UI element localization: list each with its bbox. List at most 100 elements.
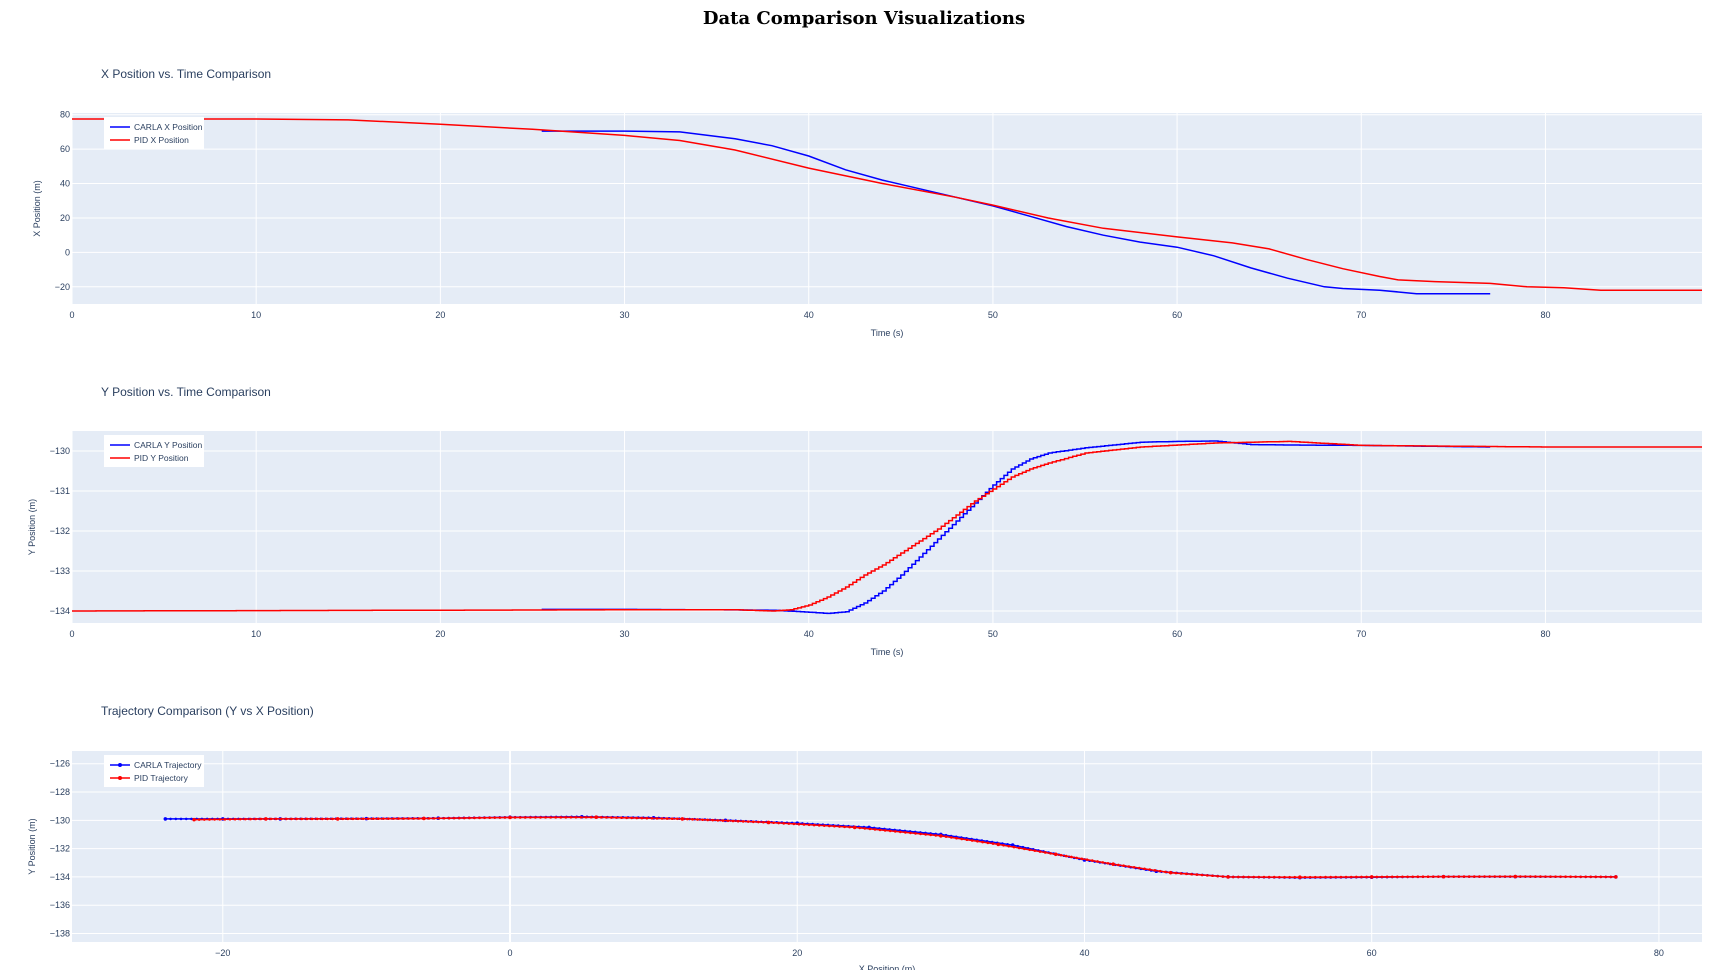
data-point (899, 830, 902, 834)
x-tick-label: 30 (620, 629, 630, 639)
data-point (1033, 849, 1037, 852)
data-point (777, 821, 780, 825)
plot-area (72, 751, 1702, 942)
x-tick-label: 60 (1172, 310, 1182, 320)
data-point (407, 817, 410, 820)
data-point (1101, 861, 1105, 864)
data-point (1190, 872, 1193, 876)
data-point (320, 817, 324, 821)
data-point (290, 817, 293, 821)
y-tick-label: 20 (60, 213, 70, 223)
data-point (955, 836, 958, 840)
data-point (300, 817, 304, 821)
data-point (1216, 874, 1219, 878)
data-point (1308, 875, 1312, 879)
data-point (1406, 875, 1409, 879)
data-point (534, 816, 537, 819)
data-point (498, 816, 502, 819)
legend-item[interactable]: CARLA X Position (110, 122, 203, 132)
data-point (1390, 875, 1394, 879)
x-tick-label: 80 (1654, 948, 1664, 958)
data-point (1164, 870, 1167, 874)
data-point (1211, 874, 1214, 878)
data-point (625, 816, 628, 820)
x-tick-label: 40 (1079, 948, 1089, 958)
x-tick-label: 10 (251, 629, 261, 639)
data-point (1080, 857, 1084, 861)
data-point (741, 820, 745, 823)
data-point (914, 832, 917, 835)
data-point (594, 815, 598, 820)
data-point (493, 816, 497, 819)
data-point (1365, 875, 1368, 879)
data-point (1085, 858, 1089, 861)
data-point (888, 829, 892, 833)
data-point (939, 834, 943, 838)
x-tick-label: 70 (1356, 310, 1366, 320)
y-tick-label: −132 (50, 844, 70, 854)
legend[interactable]: CARLA Trajectory PID Trajectory (104, 755, 204, 787)
data-point (1349, 875, 1353, 879)
data-point (772, 821, 775, 825)
data-point (190, 817, 193, 821)
data-point (1278, 875, 1281, 879)
series-2 (192, 815, 1618, 880)
data-point (944, 835, 948, 838)
legend-box (104, 117, 204, 149)
data-point (1508, 875, 1512, 878)
data-point (752, 820, 755, 824)
data-point (1544, 875, 1547, 878)
data-point (233, 817, 237, 821)
x-tick-label: 70 (1356, 629, 1366, 639)
data-point (1604, 875, 1608, 879)
x-axis-label: X Position (m) (859, 964, 916, 970)
x-tick-label: 40 (804, 629, 814, 639)
data-point (1303, 875, 1307, 879)
data-point (213, 818, 216, 821)
legend-item[interactable]: CARLA Trajectory (110, 760, 202, 770)
legend-label: CARLA Y Position (134, 440, 202, 450)
data-point (858, 826, 862, 830)
data-point (635, 816, 639, 820)
y-tick-label: −133 (50, 566, 70, 576)
data-point (1513, 874, 1518, 879)
legend-marker (118, 776, 122, 780)
data-point (736, 819, 740, 823)
data-point (1488, 875, 1491, 878)
data-point (1503, 875, 1507, 878)
data-point (1380, 875, 1384, 879)
data-point (696, 818, 699, 821)
legend[interactable]: CARLA X Position PID X Position (104, 117, 204, 149)
data-point (1614, 875, 1618, 879)
data-point (218, 818, 222, 821)
legend-item[interactable]: PID Trajectory (110, 773, 189, 783)
data-point (904, 831, 907, 834)
legend-item[interactable]: PID X Position (110, 135, 189, 145)
data-point (822, 824, 826, 827)
series-line (72, 440, 1702, 612)
x-tick-label: 0 (69, 629, 74, 639)
data-point (554, 816, 557, 819)
data-point (437, 817, 441, 820)
legend-item[interactable]: PID Y Position (110, 453, 189, 463)
x-tick-label: 80 (1540, 629, 1550, 639)
data-point (579, 815, 583, 819)
data-point (1313, 875, 1317, 879)
legend[interactable]: CARLA Y Position PID Y Position (104, 435, 204, 467)
data-point (675, 817, 679, 821)
legend-item[interactable]: CARLA Y Position (110, 440, 202, 450)
data-point (1431, 875, 1435, 878)
data-point (1127, 865, 1131, 868)
x-tick-label: 40 (804, 310, 814, 320)
y-axis-label: Y Position (m) (27, 499, 37, 555)
data-point (259, 817, 263, 821)
data-point (361, 817, 365, 821)
data-point (382, 817, 385, 820)
x-tick-label: 20 (792, 948, 802, 958)
x-tick-label: 60 (1172, 629, 1182, 639)
data-point (1075, 856, 1078, 860)
data-point (184, 817, 188, 821)
data-point (1111, 862, 1115, 866)
data-point (371, 817, 375, 821)
data-point (249, 817, 252, 821)
